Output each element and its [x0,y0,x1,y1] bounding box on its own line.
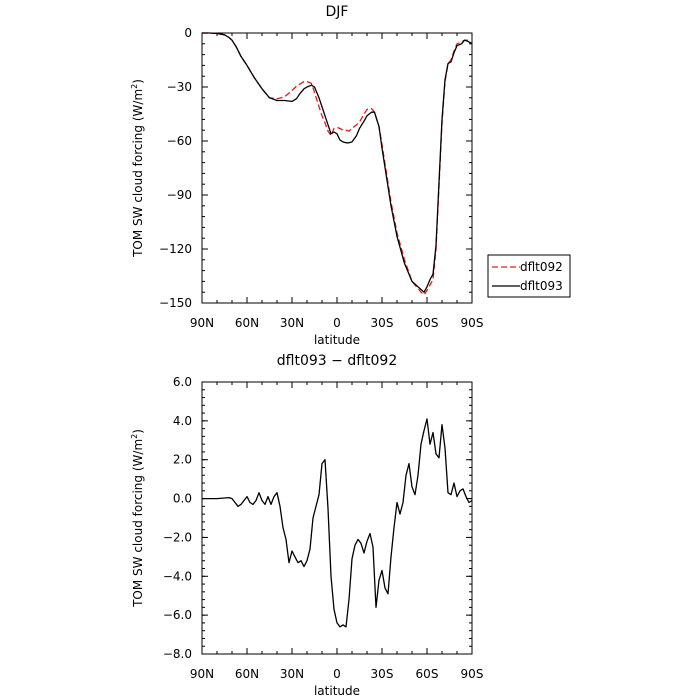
series-line-dflt092 [202,32,473,296]
y-tick-label: 2.0 [173,453,192,467]
series-line-dflt093 [202,32,473,293]
y-axis-label-text: TOM SW cloud forcing (W/m [131,439,145,608]
x-tick-label: 60S [416,667,439,681]
x-tick-label: 30N [280,667,304,681]
y-axis-label-superscript: 2 [130,434,139,439]
y-axis-label-text-end: ) [131,79,145,84]
x-tick-label: 30S [371,316,394,330]
y-tick-label: −90 [167,188,192,202]
legend-box [487,254,571,298]
y-tick-label: −120 [159,242,192,256]
x-tick-label: 60S [416,316,439,330]
x-axis-label-2: latitude [314,684,360,698]
y-tick-label: −30 [167,80,192,94]
y-axis-label-text: TOM SW cloud forcing (W/m [131,89,145,258]
y-axis-label-superscript: 2 [130,84,139,89]
x-tick-label: 90N [190,667,214,681]
x-tick-label: 90S [461,667,484,681]
x-tick-label: 60N [235,316,259,330]
x-axis-label-1: latitude [314,333,360,347]
y-tick-label: −8.0 [163,647,192,661]
y-tick-label: 6.0 [173,375,192,389]
plot-frame-2 [201,381,473,655]
legend-label-dflt093: dflt093 [520,279,563,293]
chart-title-2: dflt093 − dflt092 [277,353,397,369]
y-axis-label-1: TOM SW cloud forcing (W/m2) [130,79,145,258]
legend-label-dflt092: dflt092 [520,260,563,274]
x-tick-label: 0 [333,667,341,681]
y-axis-label-2: TOM SW cloud forcing (W/m2) [130,429,145,608]
y-tick-label: −6.0 [163,608,192,622]
x-tick-label: 90N [190,316,214,330]
y-tick-label: 4.0 [173,414,192,428]
y-tick-label: 0 [184,26,192,40]
y-tick-label: −60 [167,134,192,148]
series-line-panel2-0 [202,418,473,628]
y-axis-label-text-end: ) [131,429,145,434]
y-tick-label: −2.0 [163,530,192,544]
x-tick-label: 0 [333,316,341,330]
y-tick-label: −4.0 [163,569,192,583]
x-tick-label: 60N [235,667,259,681]
x-tick-label: 30S [371,667,394,681]
y-tick-label: 0.0 [173,492,192,506]
plot-frame-1 [201,32,473,304]
chart-title-1: DJF [326,4,349,20]
x-tick-label: 30N [280,316,304,330]
y-tick-label: −150 [159,296,192,310]
x-tick-label: 90S [461,316,484,330]
